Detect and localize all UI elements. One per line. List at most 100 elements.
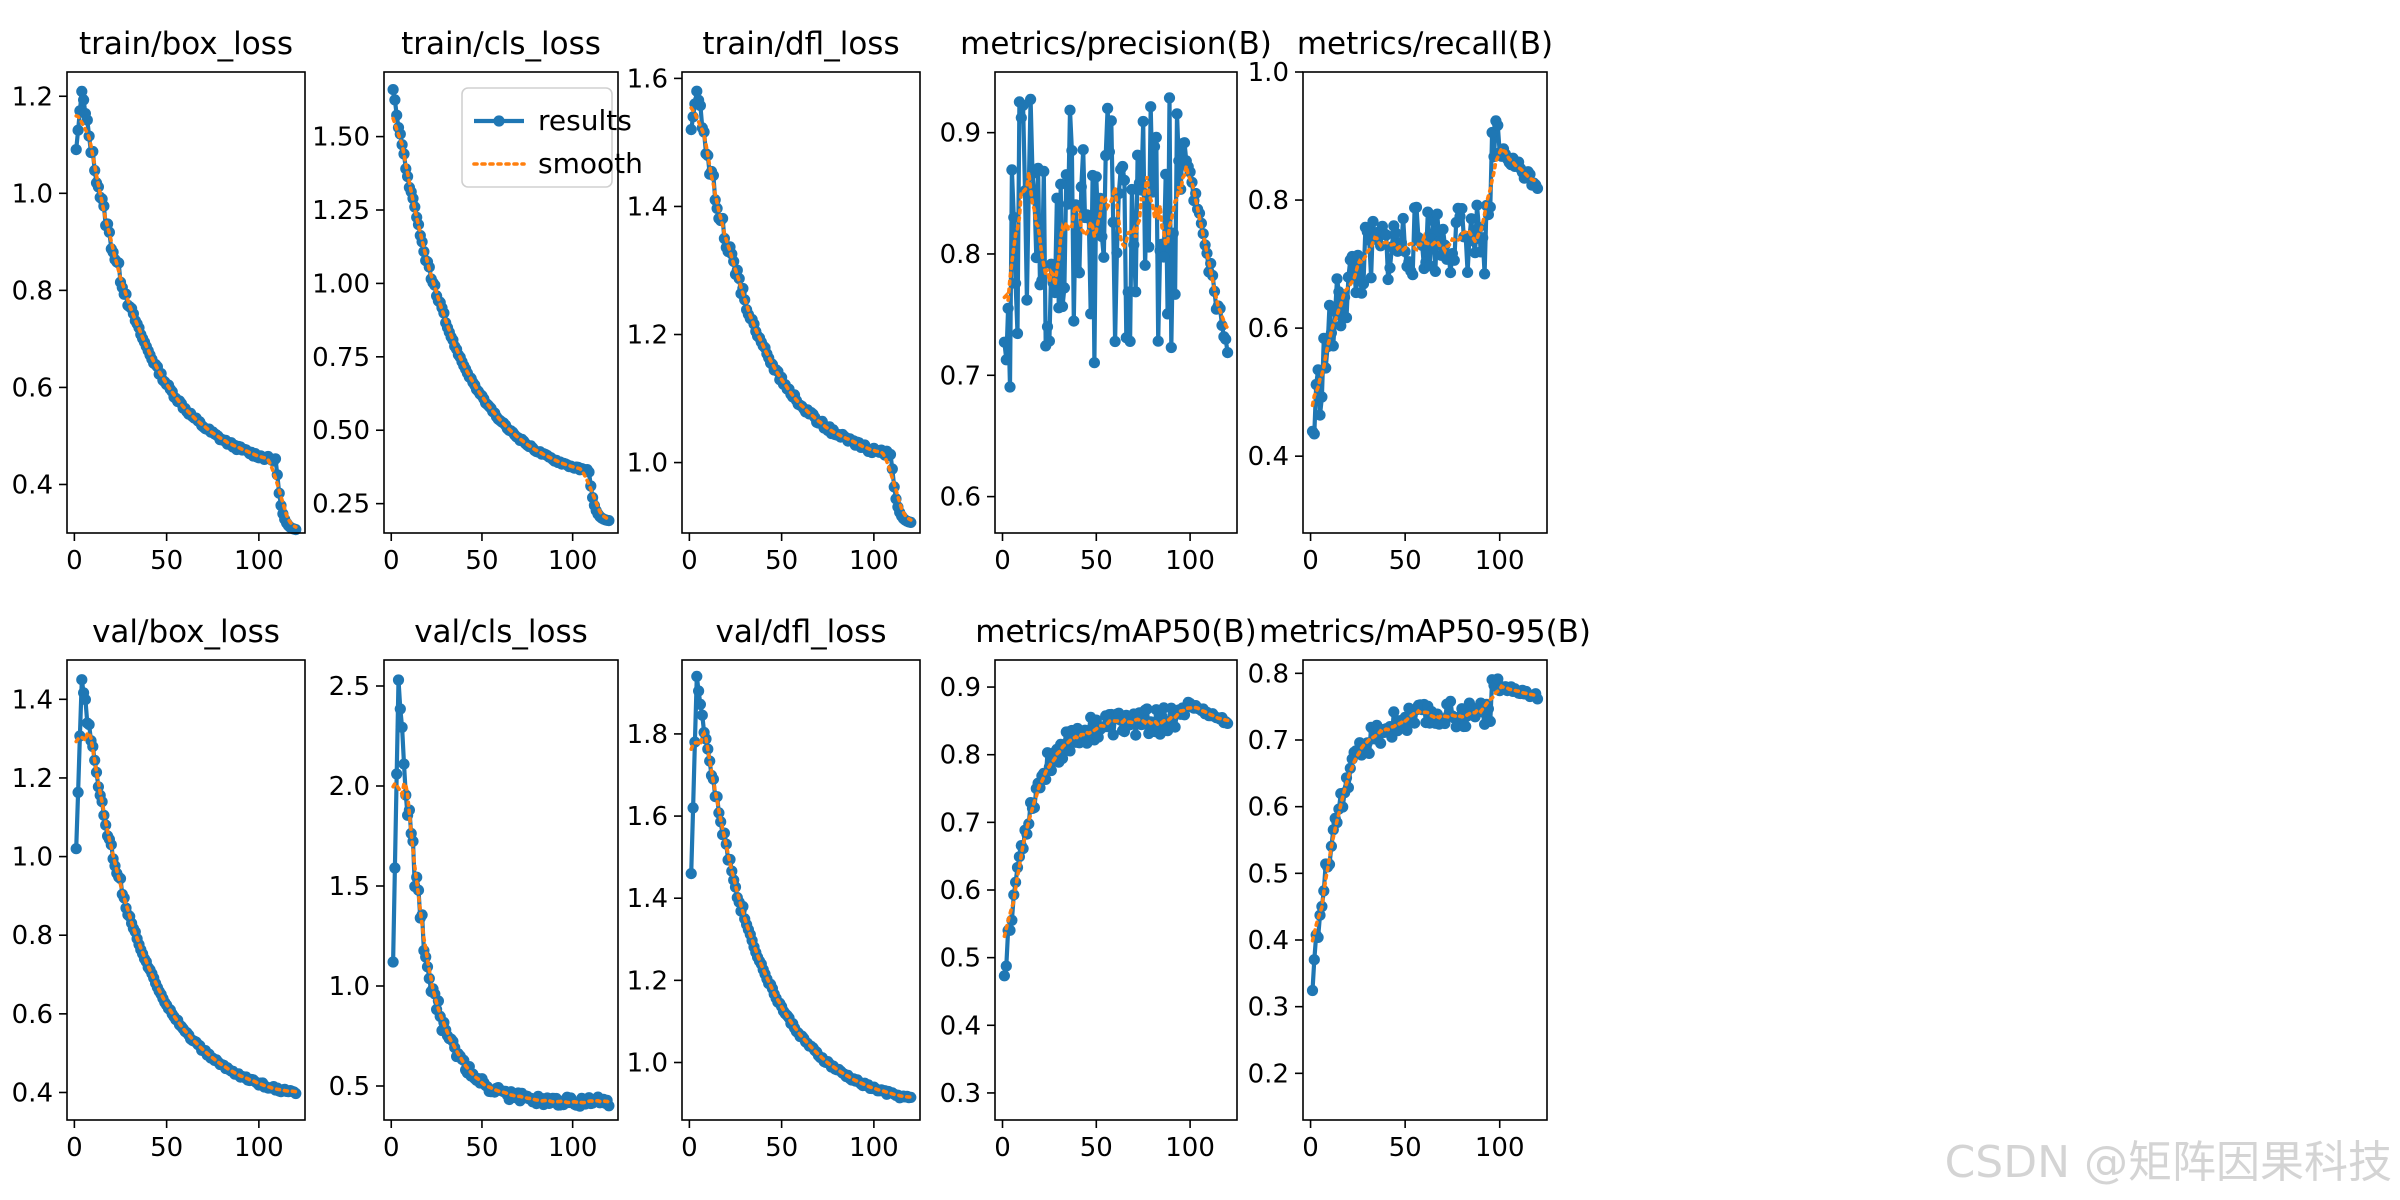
y-tick-label: 1.00 bbox=[312, 269, 370, 299]
results-point bbox=[1025, 93, 1037, 105]
y-tick-label: 0.5 bbox=[940, 944, 981, 974]
x-tick-label: 100 bbox=[849, 546, 899, 576]
y-tick-label: 1.4 bbox=[627, 884, 668, 914]
y-tick-label: 0.4 bbox=[12, 1078, 53, 1108]
results-point bbox=[1531, 182, 1544, 194]
legend-results-label: results bbox=[538, 104, 632, 137]
results-point bbox=[1036, 274, 1048, 287]
results-point bbox=[1178, 137, 1191, 149]
results-point bbox=[685, 124, 697, 136]
results-point bbox=[1437, 223, 1449, 235]
x-tick-label: 0 bbox=[994, 1133, 1011, 1163]
results-point bbox=[1124, 335, 1136, 347]
plot-frame bbox=[994, 71, 1238, 534]
results-point bbox=[1117, 160, 1129, 173]
chart-title: train/cls_loss bbox=[401, 26, 601, 62]
results-point bbox=[1409, 717, 1421, 729]
results-point bbox=[1000, 960, 1012, 972]
results-point bbox=[1109, 335, 1121, 348]
results-point bbox=[1102, 721, 1114, 733]
legend-smooth-label: smooth bbox=[538, 147, 643, 180]
results-point bbox=[1465, 213, 1477, 225]
y-tick-label: 1.2 bbox=[627, 321, 668, 351]
results-point bbox=[1308, 428, 1320, 440]
chart-title: train/dfl_loss bbox=[702, 26, 899, 62]
x-tick-label: 0 bbox=[681, 546, 698, 576]
results-point bbox=[1388, 706, 1400, 718]
results-point bbox=[1056, 752, 1069, 765]
results-point bbox=[1479, 268, 1491, 280]
chart-title: metrics/recall(B) bbox=[1297, 26, 1553, 62]
results-point bbox=[83, 719, 95, 731]
plot-frame bbox=[1302, 71, 1548, 534]
results-point bbox=[1475, 246, 1487, 258]
results-point bbox=[1008, 211, 1020, 223]
x-tick-label: 100 bbox=[1475, 546, 1525, 576]
results-point bbox=[1431, 208, 1443, 220]
y-tick-label: 0.6 bbox=[940, 876, 981, 906]
results-point bbox=[70, 144, 82, 156]
plot-frame bbox=[66, 659, 306, 1121]
y-tick-label: 1.4 bbox=[627, 192, 668, 222]
y-tick-label: 0.8 bbox=[12, 276, 53, 306]
results-point bbox=[1484, 715, 1496, 728]
chart-panel: metrics/precision(B) 0 50 100 0.6 0.7 0.8 0.9 bbox=[940, 26, 1272, 576]
x-tick-label: 100 bbox=[849, 1133, 899, 1163]
smooth-line bbox=[74, 730, 298, 1094]
results-point bbox=[1145, 101, 1157, 113]
results-point bbox=[691, 85, 703, 97]
results-point bbox=[1056, 300, 1069, 313]
results-point bbox=[1015, 112, 1027, 124]
y-tick-label: 1.0 bbox=[1248, 58, 1289, 88]
y-tick-label: 1.5 bbox=[329, 872, 370, 902]
x-tick-label: 100 bbox=[1165, 546, 1215, 576]
results-point bbox=[78, 94, 90, 106]
y-tick-label: 1.50 bbox=[312, 123, 370, 153]
x-tick-label: 50 bbox=[150, 546, 183, 576]
chart-title: val/dfl_loss bbox=[716, 614, 887, 650]
results-point bbox=[694, 100, 707, 112]
results-point bbox=[392, 674, 405, 686]
results-point bbox=[884, 448, 897, 461]
results-point bbox=[1340, 312, 1353, 324]
y-tick-label: 0.25 bbox=[312, 490, 370, 520]
results-point bbox=[389, 862, 401, 874]
results-point bbox=[1331, 273, 1343, 285]
results-point bbox=[1077, 144, 1089, 156]
chart-title: metrics/mAP50(B) bbox=[975, 614, 1256, 650]
results-point bbox=[76, 85, 88, 97]
y-tick-label: 0.6 bbox=[12, 1000, 53, 1030]
results-point bbox=[76, 674, 88, 686]
results-point bbox=[1041, 321, 1054, 333]
y-tick-label: 0.75 bbox=[312, 343, 370, 373]
results-line bbox=[391, 677, 611, 1109]
smooth-line bbox=[391, 779, 611, 1105]
chart-panel: val/cls_loss 0 50 100 0.5 1.0 1.5 2.0 2.5 bbox=[329, 614, 619, 1163]
results-point bbox=[391, 768, 403, 780]
results-point bbox=[398, 758, 410, 770]
smooth-line bbox=[689, 729, 913, 1099]
results-point bbox=[1308, 954, 1320, 966]
y-tick-label: 0.4 bbox=[1248, 926, 1289, 956]
results-point bbox=[1306, 984, 1319, 997]
results-point bbox=[998, 336, 1011, 348]
results-point bbox=[1148, 141, 1161, 153]
plot-frame bbox=[994, 659, 1238, 1121]
plot-frame bbox=[383, 71, 619, 534]
plot-frame bbox=[66, 71, 306, 534]
results-point bbox=[1030, 252, 1042, 264]
results-point bbox=[1460, 720, 1472, 733]
results-point bbox=[1357, 278, 1370, 290]
results-point bbox=[1169, 288, 1181, 300]
y-tick-label: 0.8 bbox=[1248, 186, 1289, 216]
y-tick-label: 1.0 bbox=[12, 179, 53, 209]
results-point bbox=[269, 453, 282, 465]
results-point bbox=[90, 766, 103, 778]
x-tick-label: 50 bbox=[765, 546, 798, 576]
y-tick-label: 1.2 bbox=[12, 764, 53, 794]
results-point bbox=[1216, 319, 1228, 331]
chart-panel: metrics/recall(B) 0 50 100 0.4 0.6 0.8 1.0 bbox=[1248, 26, 1554, 576]
results-point bbox=[1158, 251, 1170, 263]
results-point bbox=[1105, 115, 1117, 127]
